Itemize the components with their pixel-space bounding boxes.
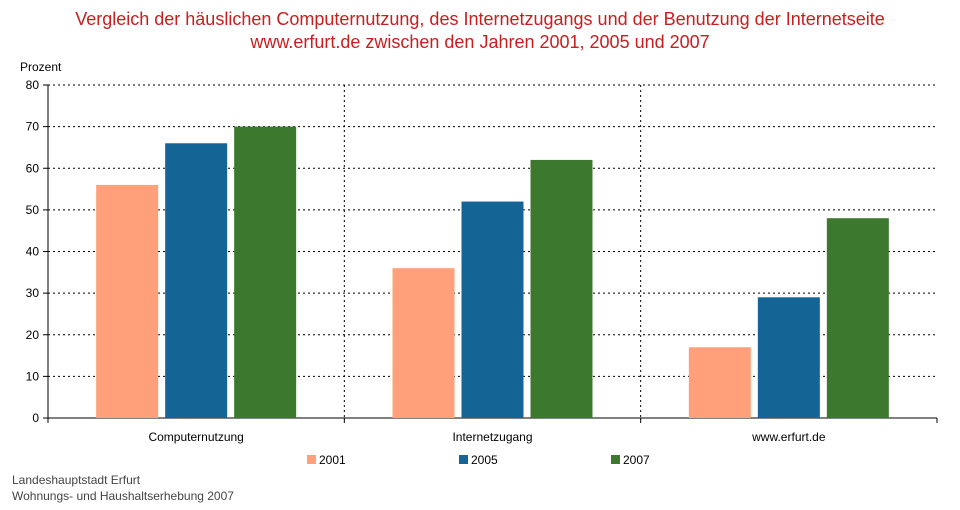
legend-swatch-2007: [611, 455, 620, 464]
chart-title-line-2: www.erfurt.de zwischen den Jahren 2001, …: [250, 32, 710, 52]
bar-2007-internetzugang: [530, 159, 593, 419]
legend-swatch-2001: [307, 455, 316, 464]
y-tick-label: 40: [26, 245, 40, 259]
y-axis-label: Prozent: [20, 60, 62, 74]
y-tick-label: 30: [26, 286, 40, 300]
source-line-1: Landeshauptstadt Erfurt: [12, 473, 141, 487]
chart-title: Vergleich der häuslichen Computernutzung…: [0, 8, 960, 54]
source-note: Landeshauptstadt Erfurt Wohnungs- und Ha…: [12, 472, 234, 504]
y-tick-label: 20: [26, 328, 40, 342]
chart-title-line-1: Vergleich der häuslichen Computernutzung…: [75, 9, 885, 29]
bar-2005-www-erfurt-de: [757, 297, 820, 418]
y-tick-label: 80: [26, 78, 40, 92]
x-tick-label: Computernutzung: [148, 430, 243, 444]
bar-2001-internetzugang: [392, 268, 455, 418]
x-tick-label: Internetzugang: [452, 430, 532, 444]
y-tick-label: 10: [26, 369, 40, 383]
y-tick-label: 50: [26, 203, 40, 217]
legend-swatch-2005: [459, 455, 468, 464]
y-tick-label: 0: [32, 411, 39, 425]
x-tick-label: www.erfurt.de: [751, 430, 826, 444]
bar-2007-computernutzung: [234, 126, 297, 418]
bar-2005-computernutzung: [165, 143, 228, 418]
legend-label-2007: 2007: [623, 453, 650, 467]
legend-label-2001: 2001: [319, 453, 346, 467]
bar-2001-computernutzung: [96, 184, 159, 418]
source-line-2: Wohnungs- und Haushaltserhebung 2007: [12, 489, 234, 503]
bar-2007-www-erfurt-de: [826, 218, 889, 418]
bar-2001-www-erfurt-de: [688, 347, 751, 418]
legend-label-2005: 2005: [471, 453, 498, 467]
y-tick-label: 70: [26, 120, 40, 134]
y-tick-label: 60: [26, 161, 40, 175]
bar-2005-internetzugang: [461, 201, 524, 418]
